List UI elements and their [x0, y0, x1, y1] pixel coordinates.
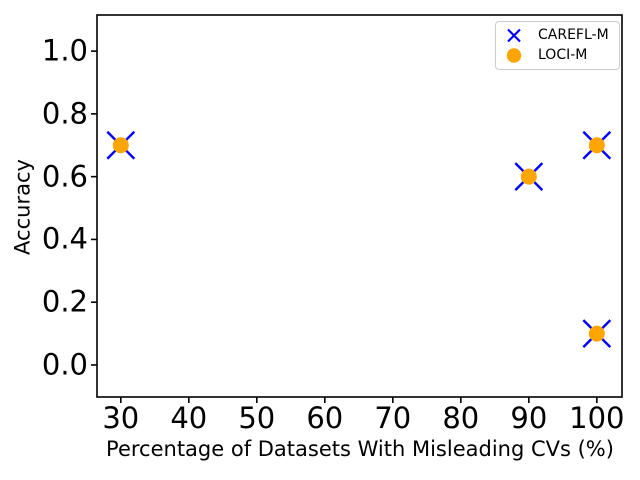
- legend-entry: LOCI-M: [503, 45, 609, 65]
- legend-label: CAREFL-M: [538, 27, 609, 43]
- scatter-circle-marker: [112, 137, 129, 154]
- legend: CAREFL-M LOCI-M: [495, 21, 620, 70]
- scatter-circle-marker: [520, 168, 537, 185]
- x-marker-icon: [503, 28, 525, 43]
- plot-frame: [96, 14, 623, 398]
- circle-marker-icon: [503, 47, 525, 63]
- scatter-circle-marker: [588, 325, 605, 342]
- x-axis-label: Percentage of Datasets With Misleading C…: [106, 437, 614, 461]
- scatter-circle-marker: [588, 137, 605, 154]
- legend-entry: CAREFL-M: [503, 25, 609, 45]
- legend-label: LOCI-M: [538, 47, 588, 63]
- y-axis-label: Accuracy: [10, 159, 35, 255]
